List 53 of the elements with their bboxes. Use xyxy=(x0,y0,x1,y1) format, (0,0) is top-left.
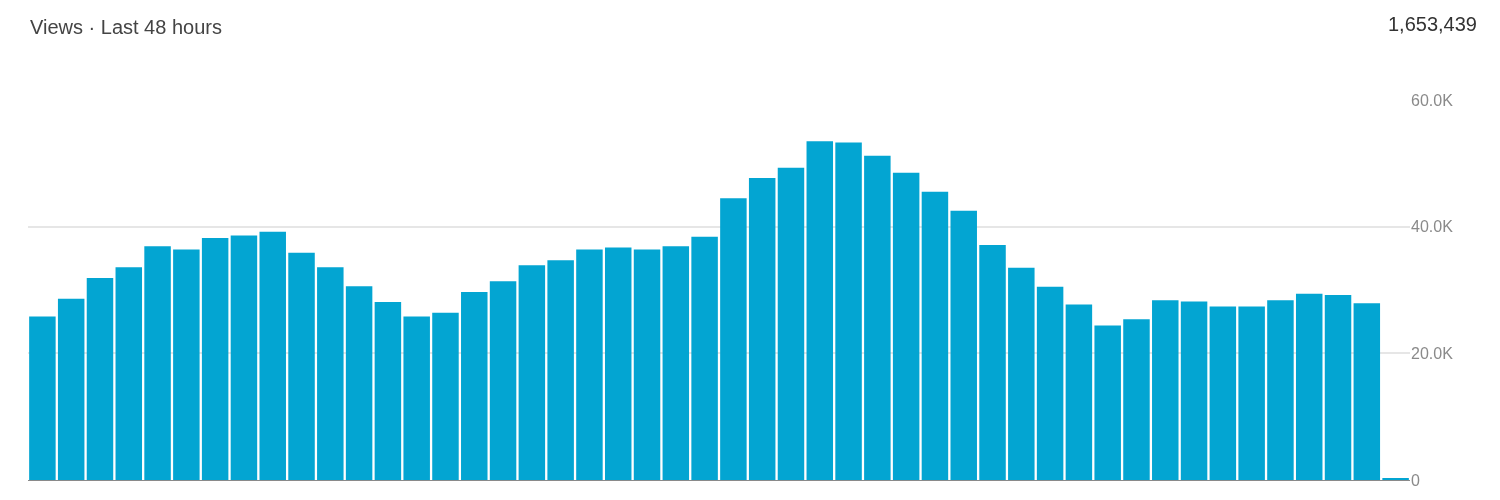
bar xyxy=(57,298,85,480)
bar xyxy=(950,210,977,480)
bar xyxy=(1238,306,1265,480)
bar xyxy=(432,312,459,480)
y-tick-label: 20.0K xyxy=(1411,344,1454,362)
bar xyxy=(489,281,517,480)
bar xyxy=(1267,300,1294,480)
bar xyxy=(230,235,258,480)
bar xyxy=(1123,319,1150,480)
bar xyxy=(259,231,286,480)
bar xyxy=(1180,301,1208,480)
bar xyxy=(201,238,229,480)
bar xyxy=(173,249,200,480)
bar xyxy=(288,252,315,480)
bar xyxy=(86,277,114,480)
bar xyxy=(892,172,920,480)
bar xyxy=(144,246,171,480)
bar xyxy=(720,198,747,480)
y-tick-label: 60.0K xyxy=(1411,91,1454,109)
bar xyxy=(604,247,632,480)
bar xyxy=(835,142,862,480)
y-tick-label: 40.0K xyxy=(1411,218,1454,236)
bar xyxy=(547,260,574,480)
bar xyxy=(374,302,402,480)
bar xyxy=(1353,303,1381,480)
bar xyxy=(1209,306,1237,480)
bar xyxy=(518,265,546,480)
bar xyxy=(921,191,949,480)
text: 1,653,439 xyxy=(1388,13,1477,35)
chart-title: Views · Last 48 hours xyxy=(30,16,222,38)
bar xyxy=(864,155,891,480)
bar xyxy=(576,249,603,480)
bar xyxy=(1036,286,1064,480)
bar xyxy=(345,286,373,480)
bar xyxy=(1295,293,1323,480)
bar xyxy=(29,316,56,480)
bar xyxy=(461,291,488,480)
bar xyxy=(633,249,661,480)
y-tick-label: 0 xyxy=(1411,471,1420,489)
bar xyxy=(748,177,776,480)
bar xyxy=(317,267,344,480)
bar xyxy=(115,267,143,480)
bar xyxy=(403,316,430,480)
bar xyxy=(979,245,1006,480)
bar xyxy=(806,141,834,480)
bar xyxy=(691,236,718,480)
bar xyxy=(1152,300,1179,480)
bar xyxy=(1324,295,1352,480)
bar xyxy=(1008,267,1035,480)
bar xyxy=(777,167,805,480)
bar xyxy=(1065,304,1093,480)
bar xyxy=(1094,325,1121,480)
bar xyxy=(662,246,690,480)
